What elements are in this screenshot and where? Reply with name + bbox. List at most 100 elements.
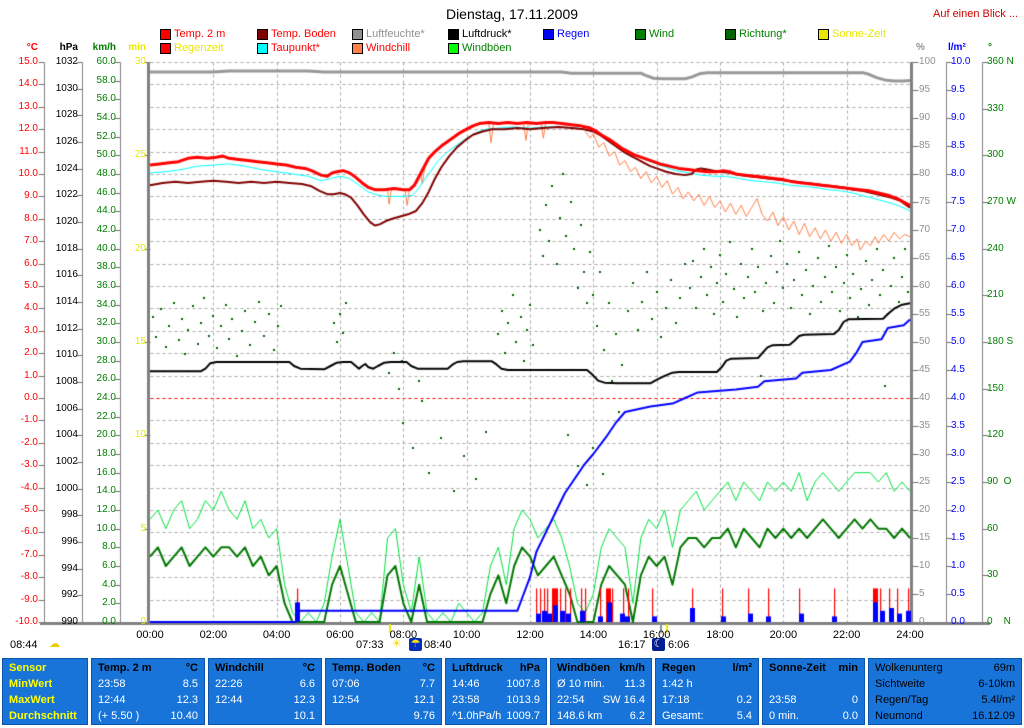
tick-kmh: 8.0 [102, 541, 116, 553]
tick-hpa: 1024 [55, 162, 78, 174]
weather-chart [0, 0, 1024, 660]
tick-kmh: 38.0 [96, 261, 116, 273]
tick-kmh: 60.0 [96, 56, 116, 67]
tick-lm2: 2.0 [951, 504, 965, 515]
tick-kmh: 48.0 [96, 168, 116, 179]
row-label: Durchschnitt [9, 710, 77, 722]
avg-time: (+ 5.50 ) [98, 710, 140, 722]
tick-kmh: 40.0 [96, 242, 116, 254]
tick-hpa: 1016 [55, 269, 78, 281]
tick-percent: 65 [919, 252, 931, 263]
tick-celsius: 13.0 [18, 100, 38, 112]
tick-lm2: 7.0 [951, 224, 965, 235]
col-header: Temp. Boden [332, 662, 401, 674]
tick-lm2: 4.5 [951, 364, 965, 375]
min-time: 14:46 [452, 678, 480, 690]
tick-hpa: 1030 [55, 82, 78, 94]
tick-min: 20 [134, 242, 146, 254]
tick-degrees: 270 W [987, 196, 1016, 207]
moon-icon: ☾ [652, 638, 665, 651]
tick-kmh: 52.0 [96, 130, 116, 142]
table-col-windb-en: Windböen km/h Ø 10 min. 11.3 22:54 SW 16.4 148… [550, 658, 652, 725]
tick-lm2: 0.5 [951, 588, 965, 599]
avg-value: 1009.7 [506, 710, 540, 722]
max-time: 12:44 [215, 694, 243, 706]
tick-percent: 100 [919, 56, 936, 67]
max-time: 12:54 [332, 694, 360, 706]
info-value: 6-10km [978, 678, 1015, 690]
tick-percent: 75 [919, 196, 931, 207]
info-value: 16.12.09 [972, 710, 1015, 722]
tick-lm2: 1.5 [951, 532, 965, 543]
tick-kmh: 58.0 [96, 74, 116, 86]
tick-degrees: 240 [987, 242, 1004, 254]
tick-percent: 95 [919, 84, 931, 95]
tick-kmh: 18.0 [96, 448, 116, 459]
avg-value: 10.40 [170, 710, 198, 722]
tick-celsius: 7.0 [24, 235, 38, 247]
max-value: 12.3 [293, 694, 315, 706]
tick-degrees: 0 N [987, 616, 1011, 627]
tick-lm2: 9.5 [951, 84, 965, 95]
tick-lm2: 8.0 [951, 168, 965, 179]
x-axis-label: 04:00 [262, 629, 291, 641]
tick-degrees: 60 [987, 522, 999, 534]
tick-min: 5 [140, 522, 146, 534]
tick-hpa: 992 [61, 589, 78, 601]
tick-hpa: 1002 [55, 456, 78, 467]
tick-kmh: 34.0 [96, 298, 116, 310]
max-time: 17:18 [662, 694, 690, 706]
x-axis-label: 18:00 [706, 629, 734, 641]
tick-kmh: 2.0 [102, 597, 116, 609]
tick-min: 30 [134, 56, 146, 67]
tick-percent: 45 [919, 364, 931, 375]
col-header: Sonne-Zeit [769, 662, 826, 674]
table-col-sensor: Sensor MinWert MaxWert Durchschnitt [2, 658, 88, 725]
tick-hpa: 996 [61, 536, 78, 547]
tick-hpa: 1006 [55, 402, 78, 414]
tick-hpa: 994 [61, 562, 78, 574]
tick-kmh: 6.0 [102, 560, 116, 571]
info-value: 69m [993, 662, 1015, 674]
tick-celsius: -6.0 [20, 526, 38, 538]
tick-kmh: 46.0 [96, 186, 116, 198]
tick-kmh: 26.0 [96, 373, 116, 385]
tick-lm2: 0.0 [951, 616, 965, 627]
tick-kmh: 20.0 [96, 429, 116, 441]
tick-kmh: 22.0 [96, 410, 116, 422]
table-col-luftdruck: Luftdruck hPa 14:46 1007.8 23:58 1013.9 ^1.0hP… [445, 658, 547, 725]
tick-celsius: -5.0 [20, 504, 38, 515]
tick-lm2: 10.0 [951, 56, 971, 67]
avg-value: 10.1 [293, 710, 315, 722]
tick-min: 0 [140, 616, 146, 627]
col-unit: hPa [519, 662, 540, 674]
tick-celsius: 5.0 [24, 280, 38, 291]
tick-hpa: 1022 [55, 189, 78, 201]
avg-time: 0 min. [769, 710, 799, 722]
tick-kmh: 56.0 [96, 93, 116, 105]
tick-hpa: 1004 [55, 429, 78, 441]
tick-kmh: 14.0 [96, 485, 116, 497]
col-header: Windchill [215, 662, 264, 674]
tick-hpa: 1028 [55, 109, 78, 121]
max-value: 1013.9 [506, 694, 540, 706]
tick-kmh: 36.0 [96, 280, 116, 291]
tick-min: 10 [134, 429, 146, 441]
tick-degrees: 30 [987, 569, 999, 581]
x-axis-label: 00:00 [136, 629, 164, 641]
min-time: Ø 10 min. [557, 678, 605, 690]
tick-celsius: 11.0 [19, 145, 38, 157]
x-axis-label: 02:00 [199, 629, 228, 641]
min-time: 22:26 [215, 678, 243, 690]
tick-percent: 70 [919, 224, 931, 235]
min-value: 1007.8 [506, 678, 540, 690]
tick-celsius: -9.0 [20, 593, 38, 605]
tick-percent: 20 [919, 504, 931, 515]
tick-celsius: 1.0 [24, 369, 38, 381]
col-header: Windböen [557, 662, 611, 674]
x-axis-label: 12:00 [516, 629, 544, 641]
tick-hpa: 1014 [55, 296, 78, 307]
tick-kmh: 44.0 [96, 205, 116, 217]
max-value: 0 [851, 694, 858, 706]
x-axis-label: 24:00 [896, 629, 924, 641]
